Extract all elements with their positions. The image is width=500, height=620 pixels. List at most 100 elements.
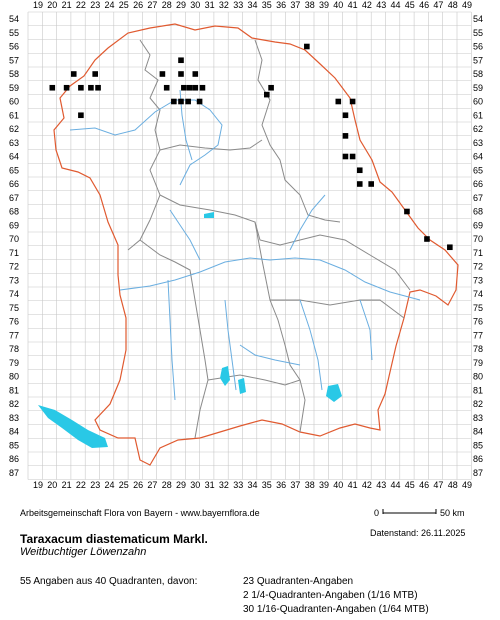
y-axis-label-left: 55 xyxy=(9,28,19,38)
y-axis-label-left: 56 xyxy=(9,42,19,52)
x-axis-label: 34 xyxy=(247,0,257,10)
occurrence-marker xyxy=(181,84,187,91)
y-axis-label-right: 57 xyxy=(473,55,483,65)
y-axis-label-left: 79 xyxy=(9,358,19,368)
y-axis-label-left: 60 xyxy=(9,97,19,107)
y-axis-label-right: 74 xyxy=(473,289,483,299)
y-axis-label-right: 62 xyxy=(473,124,483,134)
x-axis-label: 42 xyxy=(362,480,372,490)
y-axis-label-left: 68 xyxy=(9,207,19,217)
y-axis-label-right: 58 xyxy=(473,69,483,79)
occurrence-marker xyxy=(199,84,206,91)
y-axis-label-right: 73 xyxy=(473,275,483,285)
y-axis-label-right: 85 xyxy=(473,440,483,450)
stat-quarter-quadrant: 2 1/4-Quadranten-Angaben (1/16 MTB) xyxy=(243,590,418,601)
x-axis-label: 40 xyxy=(333,480,343,490)
y-axis-label-left: 65 xyxy=(9,165,19,175)
occurrence-marker xyxy=(159,71,166,77)
y-axis-label-right: 54 xyxy=(473,14,483,24)
y-axis-label-right: 55 xyxy=(473,28,483,38)
y-axis-label-left: 86 xyxy=(9,454,19,464)
x-axis-label: 47 xyxy=(433,480,443,490)
x-axis-label: 36 xyxy=(276,0,286,10)
x-axis-label: 38 xyxy=(305,480,315,490)
stat-quadrant: 23 Quadranten-Angaben xyxy=(243,576,354,587)
occurrence-marker xyxy=(63,84,70,91)
occurrence-marker xyxy=(78,84,84,91)
y-axis-label-left: 71 xyxy=(9,248,19,258)
y-axis-label-left: 73 xyxy=(9,275,19,285)
x-axis-label: 20 xyxy=(47,0,57,10)
x-axis-label: 27 xyxy=(147,0,157,10)
x-axis-label: 26 xyxy=(133,0,143,10)
x-axis-label: 30 xyxy=(190,480,200,490)
x-axis-label: 44 xyxy=(390,480,400,490)
species-title: Taraxacum diastematicum Markl. xyxy=(20,532,208,546)
x-axis-label: 22 xyxy=(76,0,86,10)
x-axis-label: 21 xyxy=(62,0,72,10)
district-borders xyxy=(127,39,411,439)
y-axis-label-right: 84 xyxy=(473,427,483,437)
x-axis-label: 45 xyxy=(405,480,415,490)
x-axis-label: 36 xyxy=(276,480,286,490)
x-axis-label: 24 xyxy=(104,480,114,490)
y-axis-label-left: 61 xyxy=(9,110,19,120)
y-axis-label-left: 75 xyxy=(9,303,19,313)
y-axis-label-right: 65 xyxy=(473,165,483,175)
x-axis-label: 32 xyxy=(219,480,229,490)
occurrence-marker xyxy=(192,84,199,91)
x-axis-label: 32 xyxy=(219,0,229,10)
x-axis-label: 41 xyxy=(348,0,358,10)
map-axes: 19 19 20 20 21 21 22 22 23 23 24 24 25 25 26 26 27 27 28 28… xyxy=(9,0,483,490)
x-axis-label: 46 xyxy=(419,480,429,490)
occurrence-marker xyxy=(268,84,274,91)
x-axis-label: 27 xyxy=(147,480,157,490)
occurrence-marker xyxy=(335,98,342,105)
x-axis-label: 26 xyxy=(133,480,143,490)
y-axis-label-left: 78 xyxy=(9,344,19,354)
x-axis-label: 45 xyxy=(405,0,415,10)
x-axis-label: 33 xyxy=(233,480,243,490)
x-axis-label: 46 xyxy=(419,0,429,10)
occurrence-marker xyxy=(186,84,193,91)
data-date: Datenstand: 26.11.2025 xyxy=(370,528,466,538)
x-axis-label: 20 xyxy=(47,480,57,490)
map-grid xyxy=(27,11,472,480)
x-axis-label: 48 xyxy=(448,0,458,10)
y-axis-label-right: 87 xyxy=(473,468,483,478)
y-axis-label-right: 75 xyxy=(473,303,483,313)
occurrence-markers xyxy=(49,43,453,251)
y-axis-label-left: 69 xyxy=(9,220,19,230)
x-axis-label: 34 xyxy=(247,480,257,490)
y-axis-label-right: 81 xyxy=(473,385,483,395)
x-axis-label: 25 xyxy=(119,480,129,490)
y-axis-label-right: 77 xyxy=(473,330,483,340)
records-summary: 55 Angaben aus 40 Quadranten, davon: xyxy=(20,576,198,587)
occurrence-marker xyxy=(349,153,356,160)
occurrence-marker xyxy=(178,57,184,64)
y-axis-label-left: 74 xyxy=(9,289,19,299)
x-axis-label: 39 xyxy=(319,0,329,10)
x-axis-label: 41 xyxy=(348,480,358,490)
y-axis-label-right: 71 xyxy=(473,248,483,258)
y-axis-label-left: 84 xyxy=(9,427,19,437)
scale-max-label: 50 km xyxy=(440,508,465,518)
occurrence-marker xyxy=(70,71,77,77)
x-axis-label: 22 xyxy=(76,480,86,490)
occurrence-marker xyxy=(178,98,184,105)
x-axis-label: 19 xyxy=(33,0,43,10)
y-axis-label-right: 72 xyxy=(473,262,483,272)
occurrence-marker xyxy=(49,84,56,91)
x-axis-label: 47 xyxy=(433,0,443,10)
occurrence-marker xyxy=(342,133,349,139)
lakes xyxy=(38,212,342,448)
x-axis-label: 31 xyxy=(205,480,215,490)
y-axis-label-right: 78 xyxy=(473,344,483,354)
occurrence-marker xyxy=(178,71,184,77)
y-axis-label-right: 86 xyxy=(473,454,483,464)
records-breakdown: 23 Quadranten-Angaben 2 1/4-Quadranten-A… xyxy=(243,575,429,617)
x-axis-label: 29 xyxy=(176,480,186,490)
y-axis-label-right: 69 xyxy=(473,220,483,230)
y-axis-label-left: 66 xyxy=(9,179,19,189)
y-axis-label-left: 67 xyxy=(9,193,19,203)
